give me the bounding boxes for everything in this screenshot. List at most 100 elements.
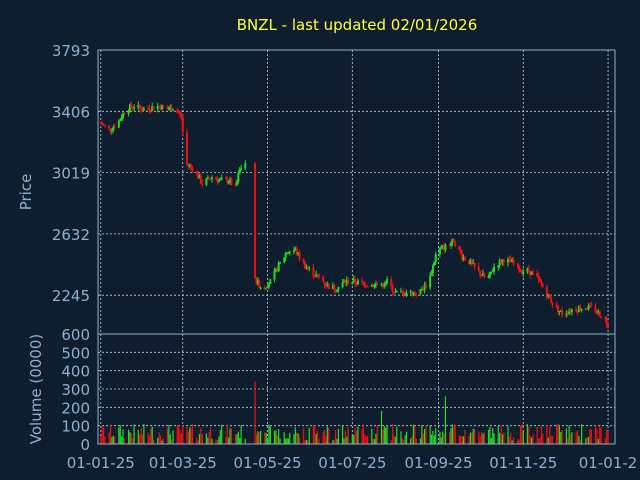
volume-bar [169,434,171,444]
volume-bar [421,425,423,444]
candle-body [558,311,561,313]
candle-body [580,309,583,311]
volume-bar [596,428,598,444]
candle-body [424,284,427,288]
volume-bar [462,436,465,444]
volume-bar [508,436,510,444]
x-tick-label: 01-07-25 [318,454,386,472]
volume-bar [325,436,327,444]
volume-bar [546,425,548,444]
volume-bar [355,431,358,444]
volume-bar [597,439,599,444]
volume-bar [371,428,373,444]
candle-body [208,177,211,180]
volume-bar [178,425,180,444]
volume-bar [454,424,456,444]
candle-body [373,284,376,287]
candle-body [461,252,464,260]
candle-body [438,247,441,255]
candle-body [420,289,423,291]
candle-body [190,165,193,168]
candle-body [604,317,607,320]
volume-bar [401,437,403,444]
candle-body [440,246,443,248]
candle-body [113,127,116,129]
volume-bar [501,434,504,444]
volume-bar [430,434,433,444]
volume-bar [414,425,416,444]
candle-body [518,265,521,272]
volume-bar [382,429,384,444]
candle-body [512,260,515,264]
volume-bar [294,427,296,444]
candle-body [206,177,209,179]
candle-body [128,104,131,111]
volume-bar [316,430,319,444]
candle-body [569,311,572,313]
candle-body [594,306,597,312]
volume-bar [442,431,444,444]
volume-bar [480,431,483,444]
volume-bar [581,424,583,444]
volume-bar [268,424,270,444]
candle-body [352,279,355,283]
volume-bar [415,438,417,444]
candle-body [181,117,184,133]
volume-bar [487,429,490,444]
volume-bar [380,411,383,444]
volume-bar [289,432,291,444]
candle-body [459,249,462,253]
candle-body [565,313,568,315]
volume-bar [489,426,491,444]
volume-bar [315,434,317,444]
volume-bar [529,436,531,444]
volume-bar [187,431,189,444]
volume-bar [450,428,452,444]
volume-bar [357,426,359,444]
candle-body [140,107,143,111]
candle-body [473,262,476,267]
volume-bar [458,435,460,444]
volume-bar [226,424,228,444]
volume-bar [390,440,392,444]
volume-bar [123,438,126,444]
volume-bar [336,438,338,444]
volume-bar [283,432,285,444]
volume-bar [102,427,105,444]
candle-body [595,311,598,313]
candle-body [316,274,319,276]
candle-body [295,248,298,254]
price-candles [99,101,610,330]
volume-bar [386,425,388,444]
candle-body [511,260,514,263]
volume-bar [323,430,326,444]
candle-body [500,259,503,263]
volume-bar [483,432,485,444]
volume-bar [490,438,492,444]
volume-bar [392,424,394,444]
volume-bar [528,426,530,444]
volume-bar [112,435,114,444]
volume-bar [460,435,462,444]
price-tick-label: 3406 [52,103,90,121]
volume-bar [590,429,592,444]
candle-body [306,267,309,269]
volume-bar [549,426,551,444]
volume-bar [404,435,406,444]
volume-bar [286,437,288,444]
candle-body [255,277,258,284]
volume-bar [234,434,237,444]
candle-body [199,175,202,184]
candle-body [402,291,405,296]
volume-bar [100,436,102,444]
candle-body [220,177,223,179]
price-axis-bottom-tick: 600 [61,326,90,344]
volume-bar [493,433,495,444]
volume-bar [362,423,365,444]
volume-bar [599,425,601,444]
volume-bar [275,430,277,444]
candle-body [103,124,106,126]
volume-bar [383,425,385,444]
volume-bar [200,428,202,444]
